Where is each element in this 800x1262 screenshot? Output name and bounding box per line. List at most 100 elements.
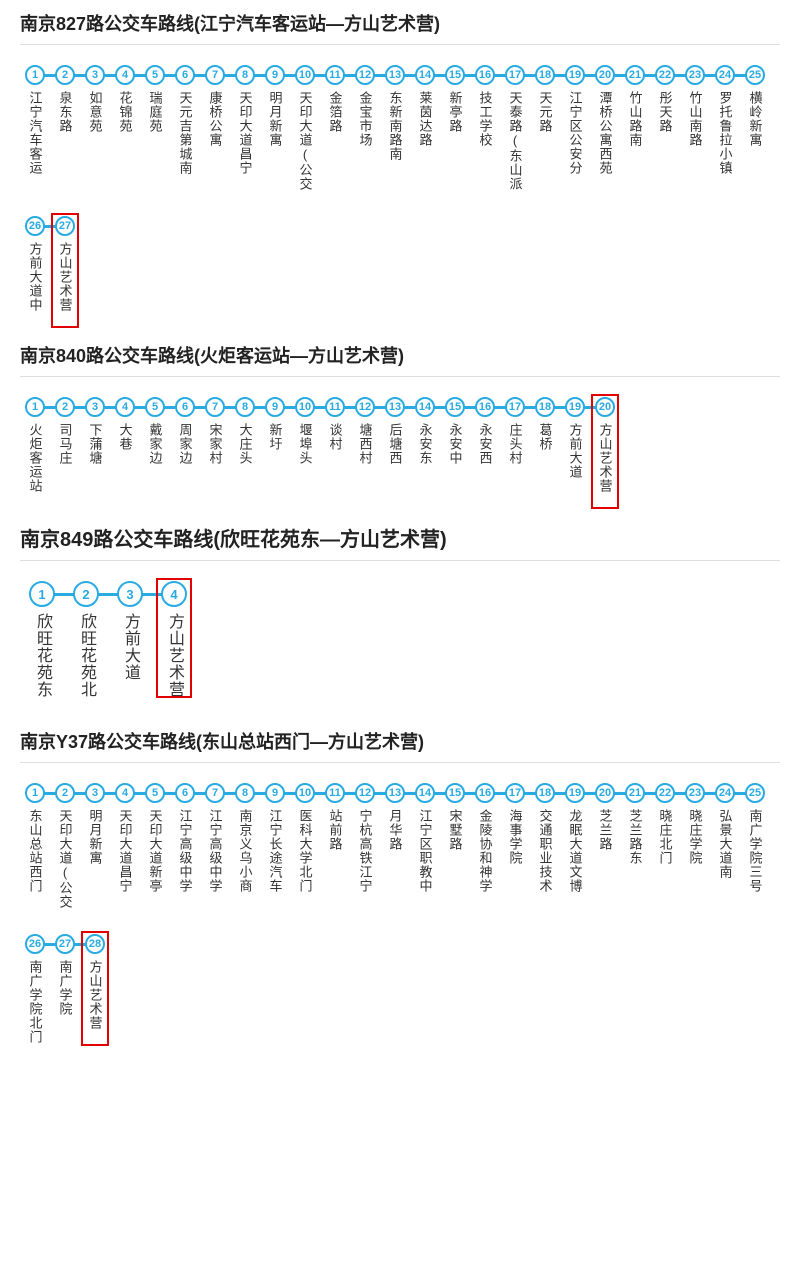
stop-label: 芝兰路东: [629, 809, 642, 865]
stop-label: 天泰路(东山派: [509, 91, 522, 191]
bus-stop: 21 芝兰路东: [620, 783, 650, 909]
bus-stop: 11站前路: [320, 783, 350, 909]
route-title: 南京Y37路公交车路线(东山总站西门—方山艺术营): [20, 728, 780, 763]
stop-number: 21: [625, 783, 645, 803]
stop-label: 莱茵达路: [419, 91, 432, 147]
stop-label: 花锦苑: [119, 91, 132, 133]
bus-stop: 9新圩: [260, 397, 290, 493]
stop-number: 23: [685, 783, 705, 803]
stop-number: 25: [745, 65, 765, 85]
bus-stop: 14 永安东: [410, 397, 440, 493]
stop-number: 22: [655, 783, 675, 803]
stop-label: 天印大道昌宁: [239, 91, 252, 175]
stop-number: 8: [235, 397, 255, 417]
bus-stop: 19江宁区公安分: [560, 65, 590, 191]
stop-label: 方山艺术营: [599, 423, 612, 493]
stops-row: 26南广学院北门27南广学院28方山艺术营: [20, 934, 780, 1044]
stop-number: 5: [145, 397, 165, 417]
stop-number: 5: [145, 65, 165, 85]
stop-label: 龙眠大道文博: [569, 809, 582, 893]
bus-route: 南京Y37路公交车路线(东山总站西门—方山艺术营)1东山总站西门2天印大道(公交…: [20, 728, 780, 1044]
stop-number: 20: [595, 65, 615, 85]
bus-stop: 16技工学校: [470, 65, 500, 191]
stops-row: 26方前大道中27方山艺术营: [20, 216, 780, 312]
bus-stop: 1欣旺花苑东: [20, 581, 64, 698]
stop-number: 13: [385, 783, 405, 803]
stop-label: 南广学院北门: [29, 960, 42, 1044]
bus-stop: 22彤天路: [650, 65, 680, 191]
stop-number: 9: [265, 397, 285, 417]
bus-stop: 11谈村: [320, 397, 350, 493]
stop-number: 27: [55, 216, 75, 236]
stop-label: 方山艺术营: [59, 242, 72, 312]
stop-label: 东山总站西门: [29, 809, 42, 893]
stop-number: 24: [715, 783, 735, 803]
stop-number: 1: [29, 581, 55, 607]
stop-number: 6: [175, 65, 195, 85]
stop-number: 19: [565, 65, 585, 85]
stop-number: 16: [475, 783, 495, 803]
stop-number: 2: [55, 783, 75, 803]
bus-stop: 24 弘景大道南: [710, 783, 740, 909]
bus-stop: 2司马庄: [50, 397, 80, 493]
bus-stop: 3方前大道: [108, 581, 152, 698]
stop-label: 谈村: [329, 423, 342, 451]
bus-stop: 9明月新寓: [260, 65, 290, 191]
stop-number: 13: [385, 65, 405, 85]
stop-label: 江宁长途汽车: [269, 809, 282, 893]
stop-label: 晓庄北门: [659, 809, 672, 865]
bus-stop: 25南广学院三号: [740, 783, 770, 909]
stop-label: 竹山路南: [629, 91, 642, 147]
stop-number: 15: [445, 65, 465, 85]
stop-label: 横岭新寓: [749, 91, 762, 147]
stop-label: 方前大道: [122, 613, 138, 681]
stop-label: 宁杭高铁江宁: [359, 809, 372, 893]
bus-stop: 24罗托鲁拉小镇: [710, 65, 740, 191]
stop-number: 10: [295, 783, 315, 803]
bus-stop: 3明月新寓: [80, 783, 110, 909]
stop-label: 天元路: [539, 91, 552, 133]
stop-number: 7: [205, 65, 225, 85]
stop-number: 2: [73, 581, 99, 607]
bus-stop: 3如意苑: [80, 65, 110, 191]
stop-label: 江宁汽车客运: [29, 91, 42, 175]
stop-number: 4: [161, 581, 187, 607]
bus-stop: 10医科大学北门: [290, 783, 320, 909]
stop-number: 19: [565, 397, 585, 417]
stop-label: 方前大道: [569, 423, 582, 479]
stop-label: 堰埠头: [299, 423, 312, 465]
stop-number: 13: [385, 397, 405, 417]
stop-number: 16: [475, 397, 495, 417]
bus-stop: 5 戴家边: [140, 397, 170, 493]
stop-number: 10: [295, 397, 315, 417]
route-connector: [141, 593, 163, 596]
bus-stop: 14莱茵达路: [410, 65, 440, 191]
stop-label: 竹山南路: [689, 91, 702, 147]
stops-row: 1东山总站西门2天印大道(公交3明月新寓4天印大道昌宁5天印大道新亭6江宁高级中…: [20, 783, 780, 909]
stop-number: 4: [115, 397, 135, 417]
stop-number: 18: [535, 783, 555, 803]
bus-stop: 11金箔路: [320, 65, 350, 191]
stop-number: 23: [685, 65, 705, 85]
stop-number: 5: [145, 783, 165, 803]
bus-stop: 21竹山路南: [620, 65, 650, 191]
bus-stop: 17海事学院: [500, 783, 530, 909]
bus-stop: 3下蒲塘: [80, 397, 110, 493]
stop-number: 10: [295, 65, 315, 85]
stop-number: 14: [415, 397, 435, 417]
bus-stop: 13后塘西: [380, 397, 410, 493]
stop-label: 戴家边: [149, 423, 162, 465]
stop-label: 永安中: [449, 423, 462, 465]
stop-label: 金宝市场: [359, 91, 372, 147]
stop-number: 24: [715, 65, 735, 85]
stops-row: 1欣旺花苑东2欣旺花苑北3方前大道4方山艺术营: [20, 581, 780, 698]
bus-stop: 27 方山艺术营: [50, 216, 80, 312]
stop-number: 1: [25, 783, 45, 803]
stop-label: 如意苑: [89, 91, 102, 133]
stop-label: 弘景大道南: [719, 809, 732, 879]
bus-stop: 27南广学院: [50, 934, 80, 1044]
stop-number: 12: [355, 783, 375, 803]
bus-stop: 17庄头村: [500, 397, 530, 493]
stop-label: 永安东: [419, 423, 432, 465]
stop-label: 交通职业技术: [539, 809, 552, 893]
